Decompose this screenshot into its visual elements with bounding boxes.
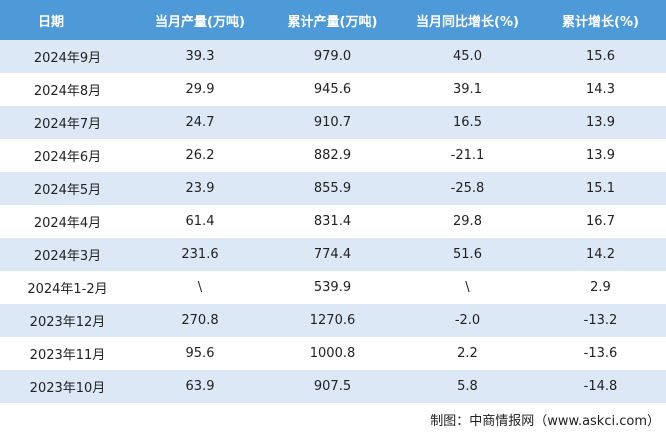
table-row: 2024年8月 29.9 945.6 39.1 14.3 bbox=[0, 73, 666, 106]
table-cell: 29.8 bbox=[400, 205, 535, 238]
table-cell: 61.4 bbox=[135, 205, 265, 238]
table-cell: 15.1 bbox=[535, 172, 666, 205]
table-cell: 2024年5月 bbox=[0, 172, 135, 205]
table-cell: 95.6 bbox=[135, 337, 265, 370]
table-cell: 2024年7月 bbox=[0, 106, 135, 139]
table-body: 2024年9月 39.3 979.0 45.0 15.6 2024年8月 29.9 945.6… bbox=[0, 40, 666, 403]
table-row: 2024年7月 24.7 910.7 16.5 13.9 bbox=[0, 106, 666, 139]
table-cell: 2024年6月 bbox=[0, 139, 135, 172]
table-cell: \ bbox=[400, 271, 535, 304]
table-cell: 907.5 bbox=[265, 370, 400, 403]
table-cell: 26.2 bbox=[135, 139, 265, 172]
table-row: 2024年5月 23.9 855.9 -25.8 15.1 bbox=[0, 172, 666, 205]
table-cell: 2.9 bbox=[535, 271, 666, 304]
header-cell: 累计增长(%) bbox=[535, 0, 666, 40]
table-cell: -13.2 bbox=[535, 304, 666, 337]
table-cell: 39.1 bbox=[400, 73, 535, 106]
table-cell: 14.2 bbox=[535, 238, 666, 271]
table-cell: 63.9 bbox=[135, 370, 265, 403]
table-cell: 855.9 bbox=[265, 172, 400, 205]
table-cell: 5.8 bbox=[400, 370, 535, 403]
table-cell: 2.2 bbox=[400, 337, 535, 370]
table-cell: 13.9 bbox=[535, 139, 666, 172]
table-cell: 231.6 bbox=[135, 238, 265, 271]
table-cell: 831.4 bbox=[265, 205, 400, 238]
table-cell: -21.1 bbox=[400, 139, 535, 172]
table-cell: 13.9 bbox=[535, 106, 666, 139]
table-row: 2024年3月 231.6 774.4 51.6 14.2 bbox=[0, 238, 666, 271]
table-cell: \ bbox=[135, 271, 265, 304]
table-cell: 945.6 bbox=[265, 73, 400, 106]
table-row: 2023年11月 95.6 1000.8 2.2 -13.6 bbox=[0, 337, 666, 370]
table-cell: 2024年4月 bbox=[0, 205, 135, 238]
table-cell: 45.0 bbox=[400, 40, 535, 73]
header-row: 日期 当月产量(万吨) 累计产量(万吨) 当月同比增长(%) 累计增长(%) bbox=[0, 0, 666, 40]
table-cell: -13.6 bbox=[535, 337, 666, 370]
table-row: 2024年6月 26.2 882.9 -21.1 13.9 bbox=[0, 139, 666, 172]
table-cell: 2024年3月 bbox=[0, 238, 135, 271]
table-cell: 16.5 bbox=[400, 106, 535, 139]
table-row: 2024年4月 61.4 831.4 29.8 16.7 bbox=[0, 205, 666, 238]
header-cell: 当月产量(万吨) bbox=[135, 0, 265, 40]
table-cell: 15.6 bbox=[535, 40, 666, 73]
table-cell: 2023年12月 bbox=[0, 304, 135, 337]
table-cell: 882.9 bbox=[265, 139, 400, 172]
table-cell: 1000.8 bbox=[265, 337, 400, 370]
table-cell: 2023年10月 bbox=[0, 370, 135, 403]
footer: 制图：中商情报网（www.askci.com） bbox=[430, 414, 660, 429]
table-cell: 39.3 bbox=[135, 40, 265, 73]
header-cell: 日期 bbox=[0, 0, 135, 40]
table-cell: 539.9 bbox=[265, 271, 400, 304]
table-cell: 2023年11月 bbox=[0, 337, 135, 370]
table-cell: -25.8 bbox=[400, 172, 535, 205]
table-cell: -14.8 bbox=[535, 370, 666, 403]
header-cell: 累计产量(万吨) bbox=[265, 0, 400, 40]
table-cell: -2.0 bbox=[400, 304, 535, 337]
table-cell: 2024年9月 bbox=[0, 40, 135, 73]
table-cell: 23.9 bbox=[135, 172, 265, 205]
table-cell: 2024年8月 bbox=[0, 73, 135, 106]
table-row: 2023年10月 63.9 907.5 5.8 -14.8 bbox=[0, 370, 666, 403]
data-table: 日期 当月产量(万吨) 累计产量(万吨) 当月同比增长(%) 累计增长(%) 2024年… bbox=[0, 0, 666, 403]
table-cell: 24.7 bbox=[135, 106, 265, 139]
table-cell: 910.7 bbox=[265, 106, 400, 139]
table-row: 2024年9月 39.3 979.0 45.0 15.6 bbox=[0, 40, 666, 73]
table-row: 2024年1-2月 \ 539.9 \ 2.9 bbox=[0, 271, 666, 304]
table-cell: 29.9 bbox=[135, 73, 265, 106]
table-cell: 270.8 bbox=[135, 304, 265, 337]
table-cell: 979.0 bbox=[265, 40, 400, 73]
table-row: 2023年12月 270.8 1270.6 -2.0 -13.2 bbox=[0, 304, 666, 337]
header-cell: 当月同比增长(%) bbox=[400, 0, 535, 40]
table-cell: 2024年1-2月 bbox=[0, 271, 135, 304]
table-cell: 51.6 bbox=[400, 238, 535, 271]
table-cell: 16.7 bbox=[535, 205, 666, 238]
table-cell: 774.4 bbox=[265, 238, 400, 271]
table-cell: 1270.6 bbox=[265, 304, 400, 337]
table-cell: 14.3 bbox=[535, 73, 666, 106]
